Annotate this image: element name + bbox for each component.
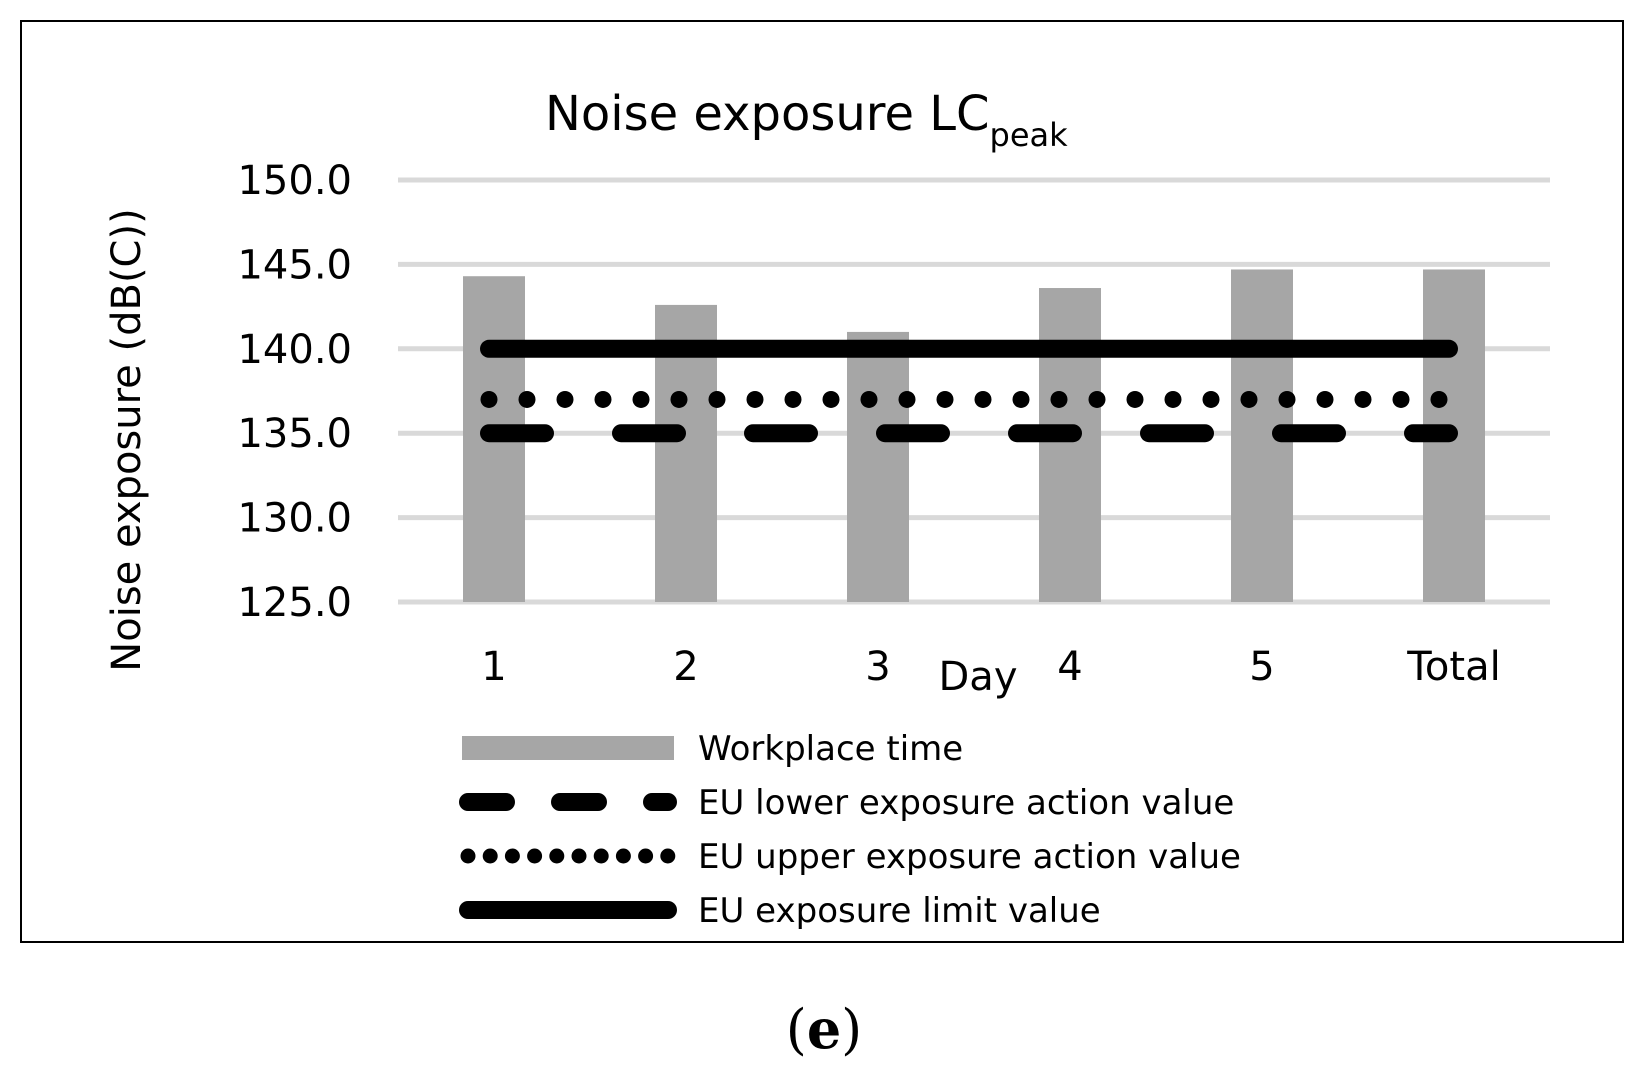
x-tick-label: 5 bbox=[1249, 644, 1274, 690]
y-tick-label: 140.0 bbox=[237, 327, 352, 373]
legend-item: Workplace time bbox=[462, 729, 963, 769]
x-tick-label: 3 bbox=[865, 644, 890, 690]
y-tick-label: 125.0 bbox=[237, 580, 352, 626]
legend-label: Workplace time bbox=[698, 729, 963, 769]
x-tick-label: 4 bbox=[1057, 644, 1082, 690]
x-tick-label: 1 bbox=[481, 644, 506, 690]
y-tick-label: 135.0 bbox=[237, 411, 352, 457]
legend-item: EU upper exposure action value bbox=[460, 837, 1241, 877]
x-tick-label: Total bbox=[1406, 644, 1500, 690]
x-tick-label: 2 bbox=[673, 644, 698, 690]
y-tick-label: 130.0 bbox=[237, 496, 352, 542]
panel-label-letter: e bbox=[807, 997, 841, 1061]
bar bbox=[1039, 288, 1101, 602]
chart-title-main: Noise exposure LC bbox=[545, 86, 990, 142]
y-tick-label: 150.0 bbox=[237, 158, 352, 204]
y-axis-label: Noise exposure (dB(C)) bbox=[104, 208, 150, 671]
legend-label: EU lower exposure action value bbox=[698, 783, 1234, 823]
panel-label: (e) bbox=[786, 997, 863, 1061]
chart-title-subscript: peak bbox=[990, 116, 1069, 154]
legend-item: EU exposure limit value bbox=[459, 891, 1101, 931]
x-tick-labels: 1 2 3 4 5 Total bbox=[481, 644, 1500, 690]
legend-item: EU lower exposure action value bbox=[459, 783, 1234, 823]
chart-frame bbox=[20, 20, 1624, 943]
x-axis-label: Day bbox=[939, 654, 1018, 700]
chart-title: Noise exposure LCpeak bbox=[545, 86, 1068, 154]
y-tick-label: 145.0 bbox=[237, 242, 352, 288]
bars bbox=[463, 269, 1485, 602]
legend-label: EU exposure limit value bbox=[698, 891, 1101, 931]
reference-lines bbox=[480, 339, 1458, 443]
panel-label-close: ) bbox=[841, 998, 862, 1061]
legend-swatch-bar bbox=[462, 736, 674, 760]
legend: Workplace time EU lower exposure action v… bbox=[459, 729, 1241, 931]
bar bbox=[847, 331, 909, 602]
legend-label: EU upper exposure action value bbox=[698, 837, 1241, 877]
panel-label-open: ( bbox=[786, 998, 807, 1061]
y-tick-labels: 125.0 130.0 135.0 140.0 145.0 150.0 bbox=[237, 158, 352, 626]
